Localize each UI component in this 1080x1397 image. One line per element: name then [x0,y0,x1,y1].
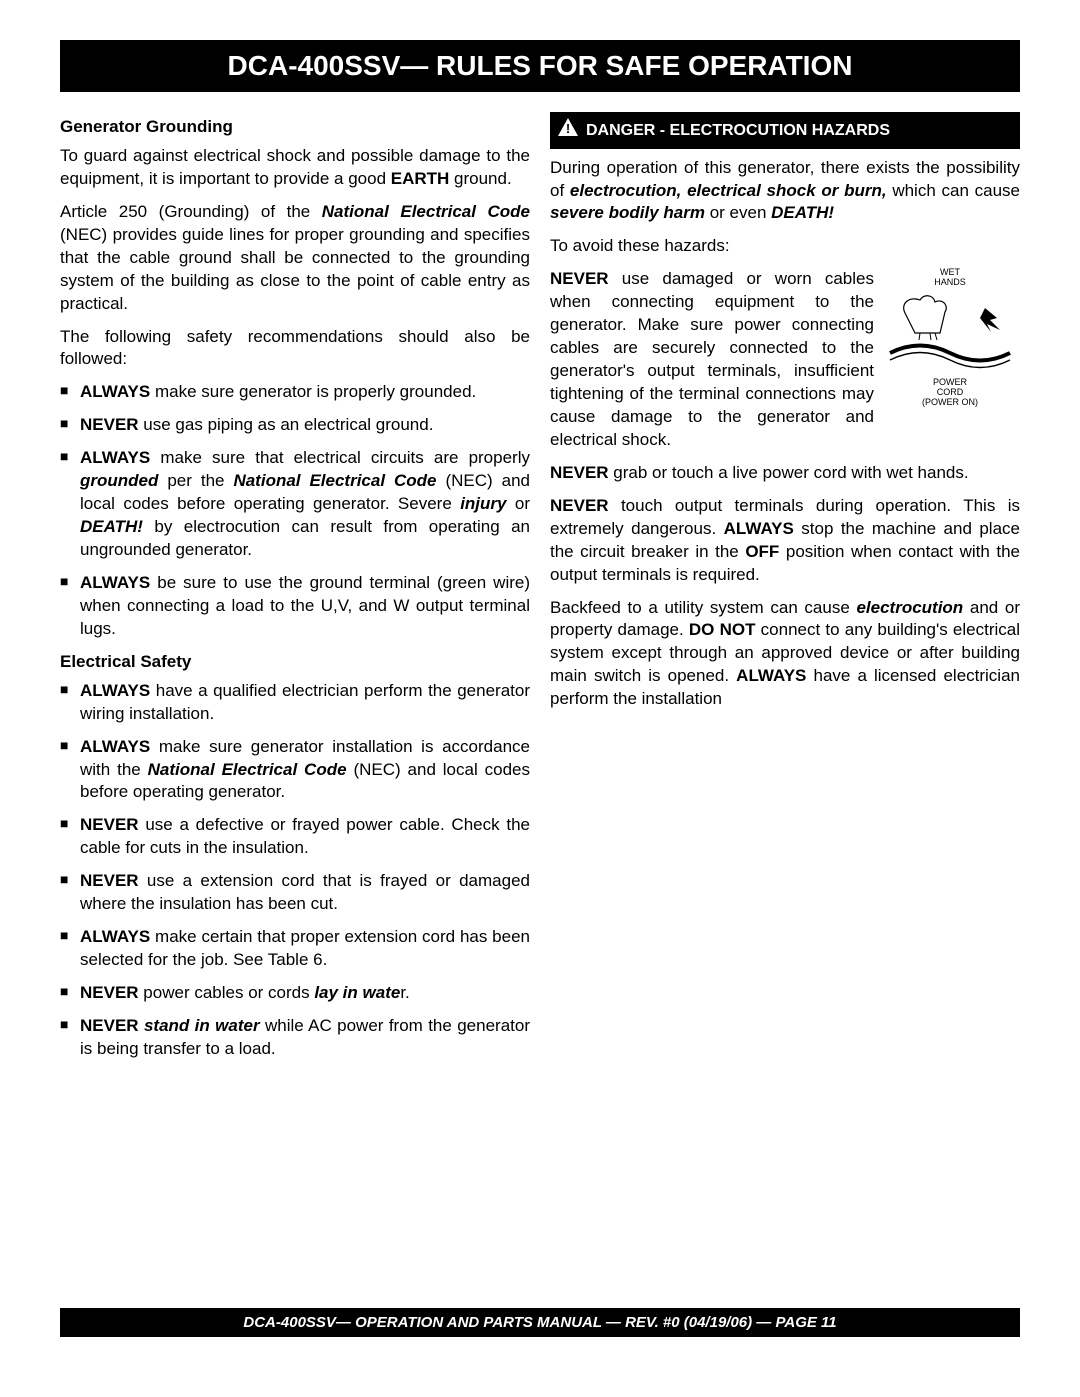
para-danger-intro: During operation of this generator, ther… [550,157,1020,226]
list-grounding: ALWAYS make sure generator is properly g… [60,381,530,640]
list-item: NEVER stand in water while AC power from… [80,1015,530,1061]
left-column: Generator Grounding To guard against ele… [60,112,530,1071]
list-electrical: ALWAYS have a qualified electrician perf… [60,680,530,1061]
list-item: ALWAYS be sure to use the ground termina… [80,572,530,641]
right-column: ! DANGER - ELECTROCUTION HAZARDS During … [550,112,1020,1071]
list-item: NEVER use a extension cord that is fraye… [80,870,530,916]
wet-hands-icon [885,288,1015,378]
list-item: NEVER use gas piping as an electrical gr… [80,414,530,437]
figure-label-bottom: POWER CORD (POWER ON) [880,378,1020,408]
list-item: ALWAYS make certain that proper extensio… [80,926,530,972]
para-backfeed: Backfeed to a utility system can cause e… [550,597,1020,712]
para-grounding-intro: To guard against electrical shock and po… [60,145,530,191]
footer-text: DCA-400SSV— OPERATION AND PARTS MANUAL —… [243,1314,836,1331]
para-avoid: To avoid these hazards: [550,235,1020,258]
para-safety-intro: The following safety recommendations sho… [60,326,530,372]
list-item: NEVER use a defective or frayed power ca… [80,814,530,860]
list-item: ALWAYS have a qualified electrician perf… [80,680,530,726]
content-columns: Generator Grounding To guard against ele… [60,112,1020,1071]
para-terminals: NEVER touch output terminals during oper… [550,495,1020,587]
list-item: ALWAYS make sure generator installation … [80,736,530,805]
svg-text:!: ! [566,121,570,136]
para-nec: Article 250 (Grounding) of the National … [60,201,530,316]
page-title: DCA-400SSV— RULES FOR SAFE OPERATION [228,50,853,81]
list-item: ALWAYS make sure generator is properly g… [80,381,530,404]
para-wet-hands: NEVER grab or touch a live power cord wi… [550,462,1020,485]
heading-electrical-safety: Electrical Safety [60,651,530,674]
danger-heading-bar: ! DANGER - ELECTROCUTION HAZARDS [550,112,1020,149]
heading-generator-grounding: Generator Grounding [60,116,530,139]
list-item: ALWAYS make sure that electrical circuit… [80,447,530,562]
danger-heading: DANGER - ELECTROCUTION HAZARDS [586,120,890,142]
page-footer: DCA-400SSV— OPERATION AND PARTS MANUAL —… [60,1308,1020,1337]
wet-hands-figure: WET HANDS POWER CORD (POWER ON) [880,268,1020,407]
page-title-bar: DCA-400SSV— RULES FOR SAFE OPERATION [60,40,1020,92]
page: DCA-400SSV— RULES FOR SAFE OPERATION Gen… [0,0,1080,1397]
warning-icon: ! [558,118,578,143]
figure-label-top: WET HANDS [880,268,1020,288]
list-item: NEVER power cables or cords lay in water… [80,982,530,1005]
